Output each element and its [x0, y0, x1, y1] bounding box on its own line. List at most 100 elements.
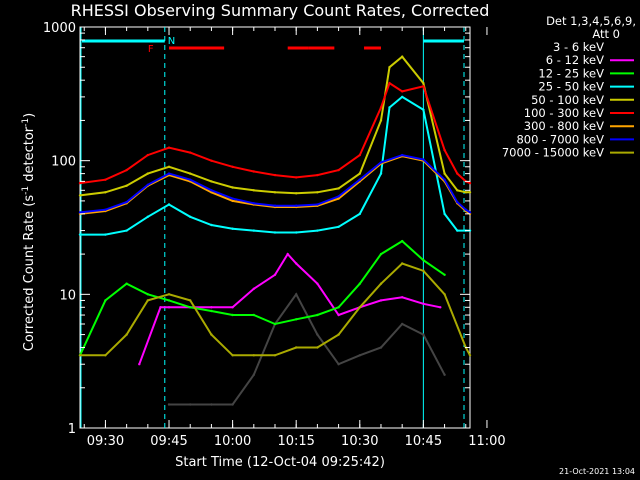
- y-axis-label-exp2: -1: [21, 118, 31, 127]
- legend-label-7: 800 - 7000 keV: [516, 132, 604, 146]
- series-point-2: [295, 318, 298, 321]
- series-point-4: [167, 165, 171, 168]
- series-point-4: [231, 186, 234, 189]
- series-point-3: [231, 227, 234, 230]
- series-point-8: [401, 262, 404, 265]
- series-point-0: [422, 333, 425, 336]
- series-line-3: [80, 95, 470, 236]
- series-point-5: [379, 106, 383, 109]
- series-point-1: [439, 306, 442, 309]
- y-axis-label-prefix: Corrected Count Rate (s: [22, 195, 37, 352]
- series-point-7: [379, 161, 383, 164]
- series-point-8: [78, 354, 82, 357]
- series-point-5: [189, 151, 192, 154]
- x-tick-label: 09:45: [150, 434, 187, 449]
- plot-frame: [79, 26, 471, 429]
- x-tick-label: 11:00: [468, 434, 505, 449]
- series-point-8: [167, 293, 171, 296]
- x-axis-label: Start Time (12-Oct-04 09:25:42): [175, 455, 385, 470]
- series-point-1: [316, 282, 319, 285]
- series-point-5: [104, 178, 107, 181]
- legend-label-3: 25 - 50 keV: [538, 80, 604, 94]
- series-point-2: [358, 282, 361, 285]
- series-point-5: [401, 90, 404, 93]
- series-point-7: [401, 153, 404, 157]
- series-point-6: [337, 197, 340, 200]
- series-point-8: [146, 299, 149, 302]
- series-point-0: [379, 346, 383, 349]
- series-point-1: [286, 252, 289, 256]
- y-axis-label-mid: detector: [22, 126, 37, 186]
- series-point-3: [125, 229, 128, 232]
- series-point-7: [252, 202, 255, 205]
- y-tick-label: 100: [51, 155, 76, 170]
- series-point-0: [189, 403, 192, 406]
- series-point-4: [379, 119, 383, 122]
- series-point-0: [167, 403, 171, 406]
- series-point-4: [78, 194, 82, 197]
- series-point-5: [273, 173, 277, 177]
- y-tick-label: 1000: [43, 21, 76, 36]
- series-point-4: [388, 66, 391, 69]
- series-point-0: [231, 403, 234, 406]
- series-point-8: [422, 269, 425, 272]
- series-point-3: [388, 106, 391, 109]
- series-point-2: [337, 306, 340, 309]
- series-point-0: [337, 363, 340, 366]
- series-point-2: [443, 273, 446, 276]
- series-point-3: [189, 215, 192, 218]
- series-point-1: [231, 306, 234, 309]
- series-point-4: [422, 82, 425, 85]
- series-point-0: [210, 403, 213, 406]
- legend-label-0: 3 - 6 keV: [553, 40, 604, 54]
- series-point-5: [125, 168, 128, 172]
- series-point-3: [252, 229, 255, 232]
- y-axis-label-close: ): [22, 113, 37, 118]
- series-point-3: [401, 95, 404, 99]
- series-point-7: [189, 178, 192, 181]
- plot-border: [79, 26, 471, 429]
- series-line-2: [79, 239, 446, 356]
- series-point-3: [167, 203, 171, 206]
- series-point-4: [358, 172, 361, 175]
- series-point-3: [210, 223, 213, 227]
- series-point-4: [125, 184, 128, 187]
- series-point-8: [210, 333, 213, 336]
- series-point-3: [443, 212, 446, 216]
- series-point-5: [316, 173, 319, 177]
- x-tick-label: 10:00: [214, 434, 251, 449]
- series-point-8: [379, 282, 383, 285]
- series-point-8: [468, 354, 472, 357]
- series-point-1: [401, 296, 404, 299]
- series-point-4: [316, 191, 319, 194]
- series-point-4: [252, 189, 255, 192]
- series-point-1: [337, 313, 340, 317]
- series-point-1: [422, 302, 425, 305]
- series-point-3: [456, 229, 459, 232]
- series-point-2: [210, 309, 213, 313]
- series-point-0: [295, 293, 298, 296]
- series-point-1: [379, 299, 383, 302]
- series-point-3: [379, 172, 383, 175]
- series-point-2: [252, 313, 255, 317]
- series-point-7: [422, 158, 425, 161]
- series-point-3: [146, 215, 149, 218]
- legend-label-2: 12 - 25 keV: [538, 66, 604, 80]
- series-point-4: [104, 191, 107, 194]
- series-layer: [78, 55, 472, 406]
- series-point-8: [252, 354, 255, 357]
- flag-bars: NF: [80, 27, 465, 428]
- series-point-7: [104, 208, 107, 211]
- series-point-4: [273, 191, 277, 194]
- series-point-3: [337, 225, 340, 228]
- series-point-1: [167, 306, 171, 309]
- series-point-2: [379, 252, 383, 256]
- legend-label-8: 7000 - 15000 keV: [502, 146, 604, 160]
- series-point-5: [78, 181, 82, 185]
- series-line-8: [80, 262, 471, 357]
- legend-label-5: 100 - 300 keV: [524, 106, 604, 120]
- series-line-5: [79, 81, 471, 185]
- series-point-0: [252, 373, 255, 376]
- series-point-3: [273, 231, 277, 234]
